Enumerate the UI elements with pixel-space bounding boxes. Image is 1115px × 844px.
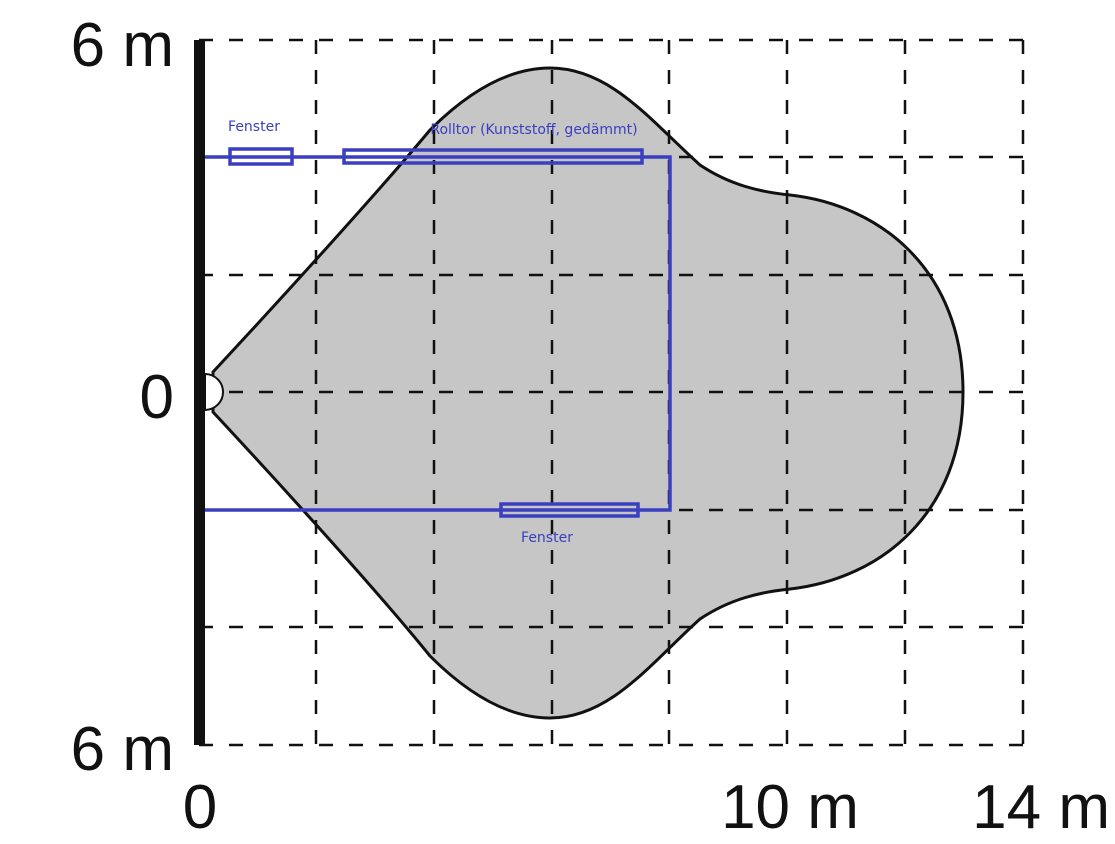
x-label: 14 m [972,773,1110,842]
annotation: Fenster [228,119,280,135]
x-label: 0 [183,773,217,842]
building [199,147,672,518]
wall [194,40,205,745]
annotation: Rolltor (Kunststoff, gedämmt) [430,122,637,138]
y-label: 6 m [71,11,174,80]
y-label: 0 [140,363,174,432]
sensor [204,372,224,412]
y-label: 6 m [71,715,174,784]
x-label: 10 m [721,773,859,842]
annotation: Fenster [521,530,573,546]
